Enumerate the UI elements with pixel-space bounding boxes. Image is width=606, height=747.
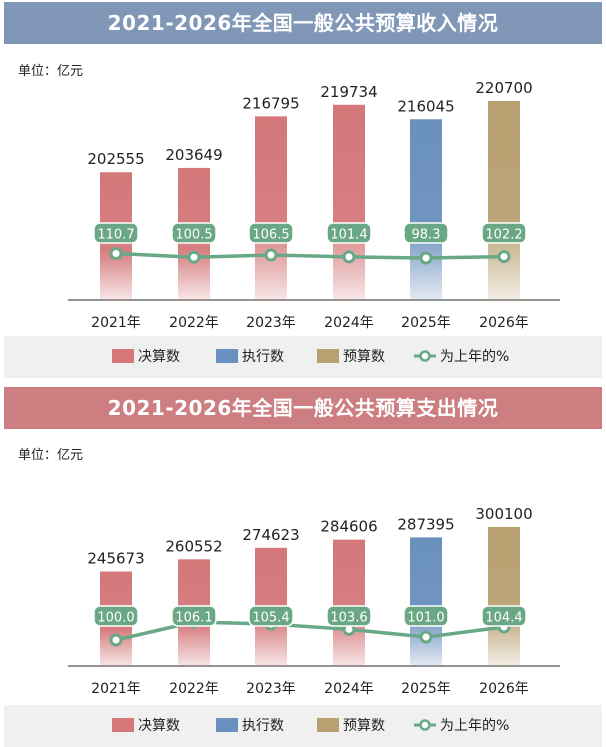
bar-value-label: 216795	[242, 94, 299, 112]
legend-item-budget: 预算数	[317, 349, 385, 365]
growth-value-label: 105.4	[248, 605, 294, 627]
growth-value-label: 101.4	[326, 222, 372, 244]
legend-item-budget: 预算数	[317, 718, 385, 734]
expenditure-chart-title: 2021-2026年全国一般公共预算支出情况	[4, 387, 602, 429]
growth-value-label: 103.6	[326, 605, 372, 627]
bar-executed	[410, 119, 442, 300]
growth-value-label: 104.4	[481, 605, 527, 627]
legend-label-actual: 决算数	[138, 718, 180, 734]
bar-budget	[488, 527, 520, 666]
x-tick-label: 2023年	[246, 681, 296, 697]
legend-label-actual: 决算数	[138, 349, 180, 365]
x-tick-label: 2023年	[246, 315, 296, 331]
x-tick-label: 2024年	[324, 681, 374, 697]
x-tick-label: 2021年	[91, 681, 141, 697]
svg-text:100.5: 100.5	[175, 228, 212, 243]
bar-value-label: 216045	[397, 97, 454, 115]
revenue-legend: 决算数 执行数 预算数 为上年的%	[4, 336, 602, 378]
growth-value-label: 106.5	[248, 222, 294, 244]
x-tick-label: 2022年	[169, 315, 219, 331]
x-tick-label: 2025年	[401, 681, 451, 697]
x-tick-label: 2024年	[324, 315, 374, 331]
bar-value-label: 287395	[397, 515, 454, 533]
legend-label-budget: 预算数	[343, 349, 385, 365]
x-tick-label: 2025年	[401, 315, 451, 331]
svg-text:102.2: 102.2	[485, 228, 522, 243]
svg-text:106.5: 106.5	[252, 228, 289, 243]
legend-line-marker-icon	[414, 350, 436, 362]
growth-point	[109, 247, 123, 260]
legend-swatch-executed	[216, 349, 238, 363]
growth-value-label: 100.5	[171, 222, 217, 244]
x-tick-label: 2026年	[479, 315, 529, 331]
bar-actual	[255, 116, 287, 300]
legend-swatch-executed	[216, 718, 238, 732]
legend-label-budget: 预算数	[343, 718, 385, 734]
unit-label: 单位：亿元	[18, 64, 83, 79]
legend-item-growth: 为上年的%	[414, 718, 509, 734]
svg-text:101.0: 101.0	[407, 611, 444, 626]
bar-value-label: 260552	[165, 537, 222, 555]
svg-text:106.1: 106.1	[175, 611, 212, 626]
bar-executed	[410, 537, 442, 666]
svg-text:101.4: 101.4	[330, 228, 367, 243]
bar-value-label: 220700	[475, 79, 532, 97]
svg-text:110.7: 110.7	[97, 228, 134, 243]
bar-value-label: 219734	[320, 83, 377, 101]
svg-text:103.6: 103.6	[330, 611, 367, 626]
bar-value-label: 245673	[87, 549, 144, 567]
legend-item-executed: 执行数	[216, 718, 284, 734]
legend-label-executed: 执行数	[242, 349, 284, 365]
bar-value-label: 203649	[165, 146, 222, 164]
bar-value-label: 284606	[320, 518, 377, 536]
expenditure-legend: 决算数 执行数 预算数 为上年的%	[4, 705, 602, 747]
growth-point	[419, 630, 433, 644]
legend-label-growth: 为上年的%	[440, 349, 510, 365]
svg-text:104.4: 104.4	[485, 611, 522, 626]
growth-value-label: 110.7	[93, 222, 139, 244]
legend-item-actual: 决算数	[112, 349, 180, 365]
growth-point	[342, 250, 356, 264]
legend-swatch-actual	[112, 718, 134, 732]
x-tick-label: 2021年	[91, 315, 141, 331]
growth-point	[419, 251, 433, 265]
growth-value-label: 101.0	[403, 605, 449, 627]
bar-value-label: 274623	[242, 526, 299, 544]
bar-budget	[488, 101, 520, 300]
growth-point	[497, 250, 511, 264]
revenue-chart-panel: 2021-2026年全国一般公共预算收入情况 单位：亿元 202555 2021年 2…	[4, 2, 602, 378]
legend-item-actual: 决算数	[112, 718, 180, 734]
growth-value-label: 98.3	[403, 222, 449, 244]
legend-item-growth: 为上年的%	[414, 349, 509, 365]
x-tick-label: 2022年	[169, 681, 219, 697]
growth-line	[115, 251, 505, 260]
growth-value-label: 102.2	[481, 222, 527, 244]
growth-point	[264, 248, 278, 262]
bar-value-label: 300100	[475, 505, 532, 523]
growth-point	[187, 250, 201, 264]
legend-label-executed: 执行数	[242, 718, 284, 734]
revenue-chart: 单位：亿元 202555 2021年 203649 2022年 216795 2023年 21…	[18, 64, 560, 331]
growth-value-label: 106.1	[171, 605, 217, 627]
svg-text:100.0: 100.0	[97, 611, 134, 626]
x-tick-label: 2026年	[479, 681, 529, 697]
legend-swatch-budget	[317, 349, 339, 363]
expenditure-chart: 单位：亿元 245673 2021年 260552 2022年 274623 2023年 28…	[18, 448, 560, 697]
legend-line-marker-icon	[414, 719, 436, 731]
bar-actual	[333, 539, 365, 666]
legend-swatch-budget	[317, 718, 339, 732]
revenue-chart-title: 2021-2026年全国一般公共预算收入情况	[4, 2, 602, 44]
bar-actual	[333, 104, 365, 300]
unit-label: 单位：亿元	[18, 448, 83, 463]
svg-text:105.4: 105.4	[252, 611, 289, 626]
bar-value-label: 202555	[87, 150, 144, 168]
growth-point	[109, 633, 123, 647]
legend-label-growth: 为上年的%	[440, 718, 510, 734]
legend-item-executed: 执行数	[216, 349, 284, 365]
expenditure-chart-panel: 2021-2026年全国一般公共预算支出情况 单位：亿元 245673 2021年 2…	[0, 378, 606, 747]
svg-text:98.3: 98.3	[412, 228, 441, 243]
growth-value-label: 100.0	[93, 605, 139, 627]
legend-swatch-actual	[112, 349, 134, 363]
